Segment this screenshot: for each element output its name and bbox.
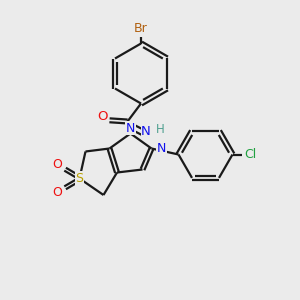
Text: N: N (157, 142, 166, 155)
Text: N: N (126, 122, 135, 135)
Text: S: S (76, 172, 83, 185)
Text: N: N (141, 124, 151, 138)
Text: O: O (53, 186, 62, 200)
Text: H: H (156, 123, 165, 136)
Text: Br: Br (134, 22, 148, 35)
Text: O: O (53, 158, 62, 171)
Text: O: O (97, 110, 108, 124)
Text: Cl: Cl (244, 148, 256, 161)
